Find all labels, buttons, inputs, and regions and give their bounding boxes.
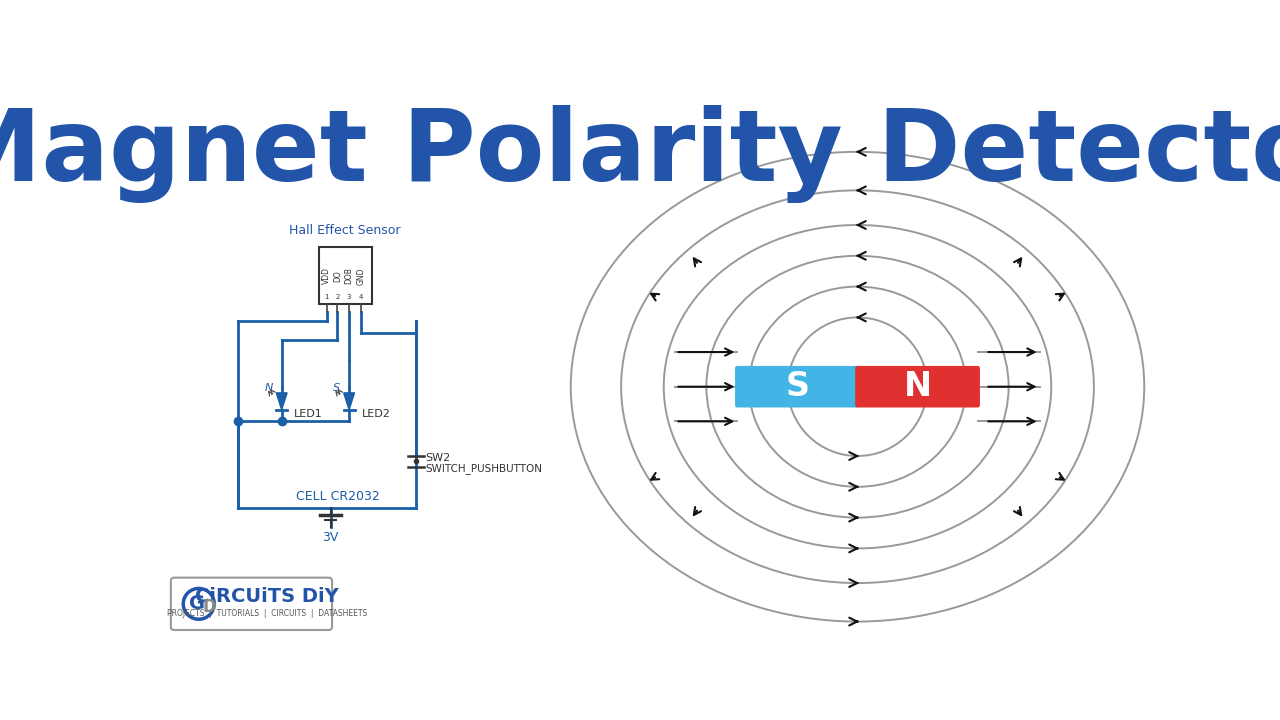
Text: D: D bbox=[202, 598, 216, 616]
Text: SW2: SW2 bbox=[425, 453, 451, 462]
Bar bbox=[319, 246, 371, 305]
Text: G: G bbox=[189, 594, 205, 613]
Text: LED1: LED1 bbox=[294, 410, 323, 420]
Text: 3V: 3V bbox=[323, 531, 339, 544]
FancyBboxPatch shape bbox=[735, 366, 860, 408]
Text: 2: 2 bbox=[335, 294, 339, 300]
Text: DOB: DOB bbox=[344, 267, 353, 284]
Text: 3: 3 bbox=[347, 294, 351, 300]
Text: GND: GND bbox=[356, 267, 365, 284]
Text: DO: DO bbox=[333, 270, 342, 282]
Text: S: S bbox=[786, 370, 809, 403]
Text: VDD: VDD bbox=[323, 267, 332, 284]
Text: PROJECTS  |  TUTORIALS  |  CIRCUITS  |  DATASHEETS: PROJECTS | TUTORIALS | CIRCUITS | DATASH… bbox=[166, 608, 367, 618]
Text: Magnet Polarity Detector: Magnet Polarity Detector bbox=[0, 105, 1280, 203]
Text: SWITCH_PUSHBUTTON: SWITCH_PUSHBUTTON bbox=[425, 463, 541, 474]
Text: Hall Effect Sensor: Hall Effect Sensor bbox=[289, 225, 401, 238]
Text: CELL CR2032: CELL CR2032 bbox=[296, 490, 379, 503]
Text: 1: 1 bbox=[324, 294, 329, 300]
Text: S: S bbox=[333, 383, 340, 393]
Text: CiRCUiTS DiY: CiRCUiTS DiY bbox=[195, 587, 339, 606]
FancyBboxPatch shape bbox=[855, 366, 980, 408]
Text: N: N bbox=[904, 370, 932, 403]
Text: LED2: LED2 bbox=[361, 410, 390, 420]
Polygon shape bbox=[276, 393, 287, 410]
FancyBboxPatch shape bbox=[170, 577, 332, 630]
Text: N: N bbox=[265, 383, 274, 393]
Polygon shape bbox=[343, 393, 355, 410]
Text: 4: 4 bbox=[358, 294, 364, 300]
